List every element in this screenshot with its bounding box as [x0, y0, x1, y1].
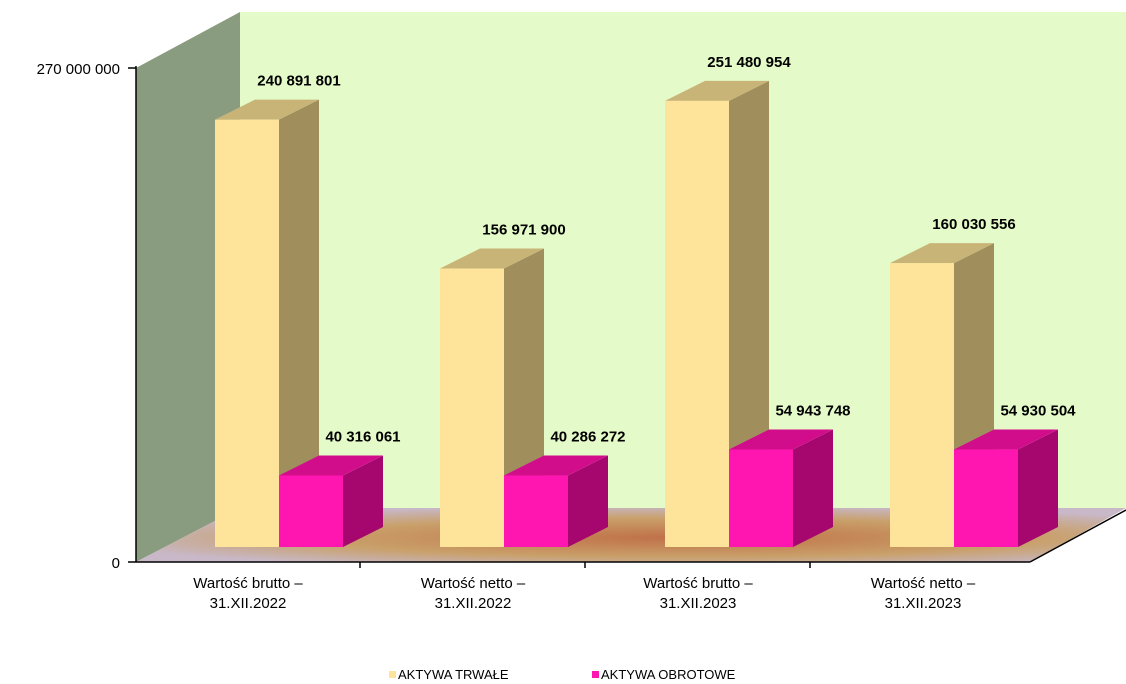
legend-label: AKTYWA OBROTOWE [601, 667, 736, 682]
bar-front [440, 268, 504, 547]
bar-top [954, 429, 1058, 450]
x-tick-label: 31.XII.2023 [885, 595, 962, 612]
legend-label: AKTYWA TRWAŁE [398, 667, 509, 682]
bar-top [729, 429, 833, 450]
bar-top [279, 455, 383, 476]
bar-side [279, 99, 319, 547]
bar-front [215, 119, 279, 547]
bar-aktywa-obrotowe-3 [729, 429, 833, 547]
x-tick-label: 31.XII.2022 [210, 595, 287, 612]
chart-side-wall [136, 12, 240, 562]
bar-top [504, 455, 608, 476]
bar-side [568, 455, 608, 547]
legend-swatch [389, 671, 396, 678]
data-label: 240 891 801 [257, 73, 340, 90]
bar-side [793, 429, 833, 547]
bar-front [279, 475, 343, 547]
data-label: 40 316 061 [325, 428, 400, 445]
data-label: 156 971 900 [482, 222, 565, 239]
x-tick-label: Wartość brutto – [643, 575, 753, 592]
bar-front [954, 449, 1018, 547]
bar-top [665, 80, 769, 101]
data-label: 160 030 556 [932, 216, 1015, 233]
x-tick-label: Wartość brutto – [193, 575, 303, 592]
bars-group: 240 891 801 40 316 061 156 971 900 40 286 2… [215, 54, 1076, 548]
bar-side [1018, 429, 1058, 547]
bar-side [729, 80, 769, 547]
data-label: 54 930 504 [1000, 403, 1076, 420]
x-tick-label: Wartość netto – [871, 575, 976, 592]
bar-front [665, 100, 729, 547]
data-label: 40 286 272 [550, 429, 625, 446]
category-labels: Wartość brutto – 31.XII.2022 Wartość netto… [193, 575, 976, 612]
bar-aktywa-trwale-1 [215, 99, 319, 547]
legend-swatch [592, 671, 599, 678]
data-label: 251 480 954 [707, 54, 791, 71]
x-tick-label: Wartość netto – [421, 575, 526, 592]
bar-front [504, 475, 568, 547]
data-label: 54 943 748 [775, 403, 850, 420]
chart-floor [136, 508, 1126, 562]
bar-top [440, 248, 544, 269]
floor-edge-right [1029, 509, 1126, 563]
bar-side [343, 455, 383, 547]
bar-top [215, 99, 319, 120]
legend: AKTYWA TRWAŁE AKTYWA OBROTOWE [389, 667, 736, 682]
bar-aktywa-obrotowe-2 [504, 455, 608, 547]
bar-aktywa-obrotowe-4 [954, 429, 1058, 547]
x-tick-label: 31.XII.2023 [660, 595, 737, 612]
bar-aktywa-obrotowe-1 [279, 455, 383, 547]
y-tick-label-zero: 0 [112, 555, 120, 572]
y-tick-label-max: 270 000 000 [37, 61, 120, 78]
bar-front [729, 449, 793, 547]
bar-front [890, 263, 954, 547]
x-tick-label: 31.XII.2022 [435, 595, 512, 612]
bar-aktywa-trwale-3 [665, 80, 769, 547]
bar-top [890, 243, 994, 264]
